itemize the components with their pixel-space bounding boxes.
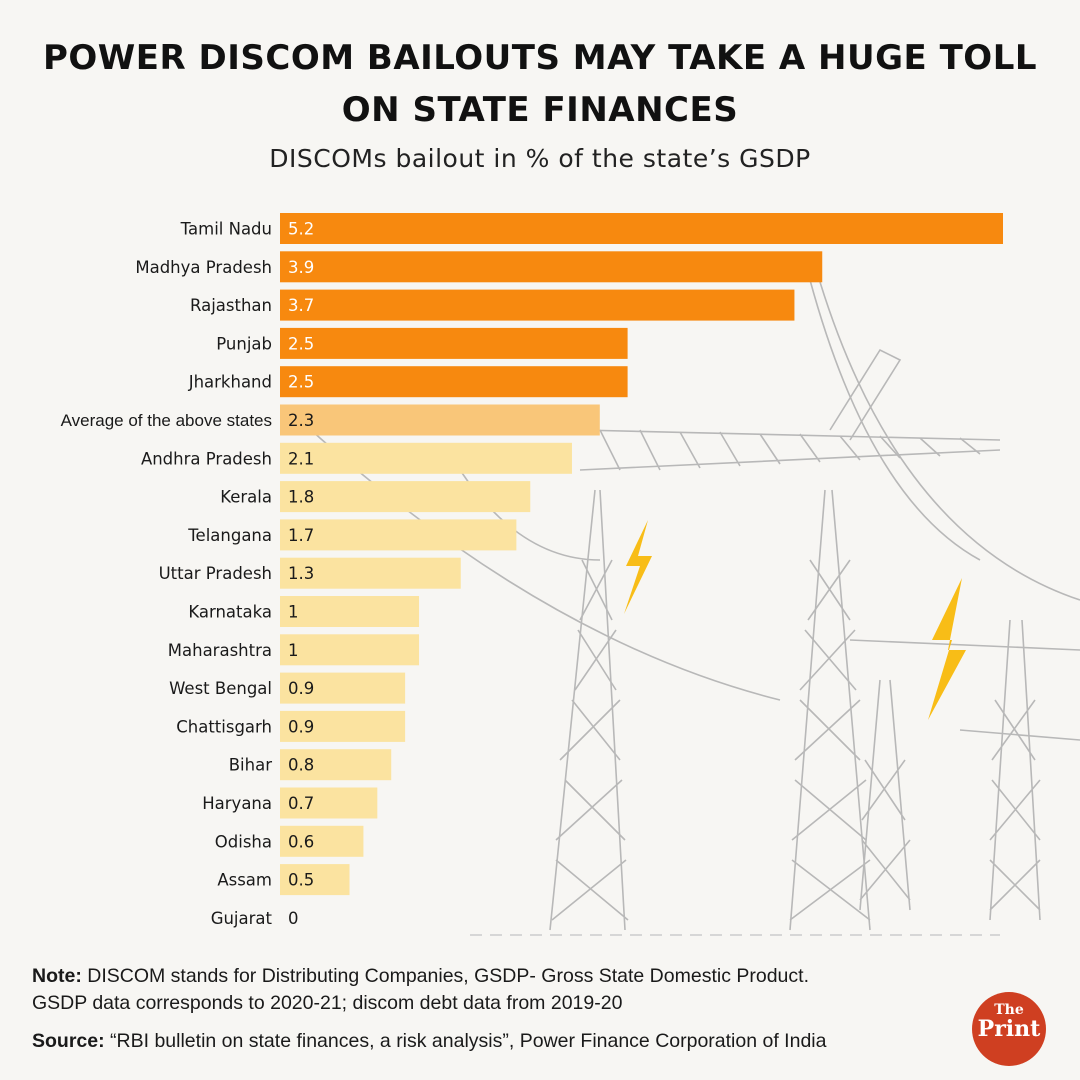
value-label: 3.9 [288, 258, 314, 277]
theprint-logo: The Print [972, 992, 1046, 1066]
bar-assam [280, 864, 350, 896]
bar-andhra-pradesh [280, 442, 572, 474]
bar-uttar-pradesh [280, 557, 461, 589]
category-label: Haryana [202, 794, 272, 813]
category-label: Assam [217, 871, 272, 890]
value-label: 0.7 [288, 794, 314, 813]
category-label: Punjab [216, 334, 272, 353]
value-label: 1.8 [288, 488, 314, 507]
category-label: Chattisgarh [176, 717, 272, 736]
bar-karnataka [280, 596, 420, 627]
bar-rajasthan [280, 289, 795, 321]
category-label: Telangana [187, 526, 272, 545]
bar-west-bengal [280, 672, 406, 704]
bar-madhya-pradesh [280, 251, 823, 283]
value-label: 1.3 [288, 564, 314, 583]
category-label: Uttar Pradesh [159, 564, 272, 583]
bar-bihar [280, 749, 392, 781]
category-label: Karnataka [188, 603, 272, 622]
value-label: 2.5 [288, 334, 314, 353]
value-label: 0.5 [288, 871, 314, 890]
bar-chattisgarh [280, 710, 406, 742]
value-label: 5.2 [288, 220, 314, 239]
value-label: 0 [288, 909, 299, 928]
category-label: Gujarat [211, 909, 273, 928]
category-label: Tamil Nadu [180, 220, 272, 239]
lightning-bolt-icon [624, 520, 652, 614]
bar-tamil-nadu [280, 213, 1003, 244]
category-label: Kerala [220, 488, 272, 507]
chart-subtitle: DISCOMs bailout in % of the state’s GSDP [269, 144, 811, 173]
value-label: 0.9 [288, 679, 314, 698]
value-label: 2.1 [288, 449, 314, 468]
category-label: Andhra Pradesh [141, 449, 272, 468]
bar-punjab [280, 327, 628, 359]
category-label: Average of the above states [61, 411, 272, 430]
bar-telangana [280, 519, 517, 551]
source-text: Source: “RBI bulletin on state finances,… [32, 1030, 827, 1052]
bar-maharashtra [280, 634, 420, 666]
value-label: 1 [288, 641, 299, 660]
category-label: Rajasthan [190, 296, 272, 315]
value-label: 0.9 [288, 717, 314, 736]
category-label: Odisha [215, 832, 272, 851]
category-label: Bihar [229, 756, 272, 775]
value-label: 2.5 [288, 373, 314, 392]
bar-haryana [280, 787, 378, 819]
bar-odisha [280, 825, 364, 857]
value-label: 3.7 [288, 296, 314, 315]
value-label: 0.6 [288, 832, 314, 851]
category-label: West Bengal [169, 679, 272, 698]
category-label: Jharkhand [188, 373, 272, 392]
bar-average-of-the-above-states [280, 404, 600, 436]
value-label: 2.3 [288, 411, 314, 430]
value-label: 1 [288, 603, 299, 622]
category-label: Maharashtra [168, 641, 272, 660]
chart-title: POWER DISCOM BAILOUTS MAY TAKE A HUGE TO… [42, 38, 1038, 130]
note-text: Note: DISCOM stands for Distributing Com… [32, 965, 809, 1014]
value-label: 1.7 [288, 526, 314, 545]
bar-kerala [280, 481, 531, 513]
value-label: 0.8 [288, 756, 314, 775]
category-label: Madhya Pradesh [135, 258, 272, 277]
bar-jharkhand [280, 366, 628, 398]
